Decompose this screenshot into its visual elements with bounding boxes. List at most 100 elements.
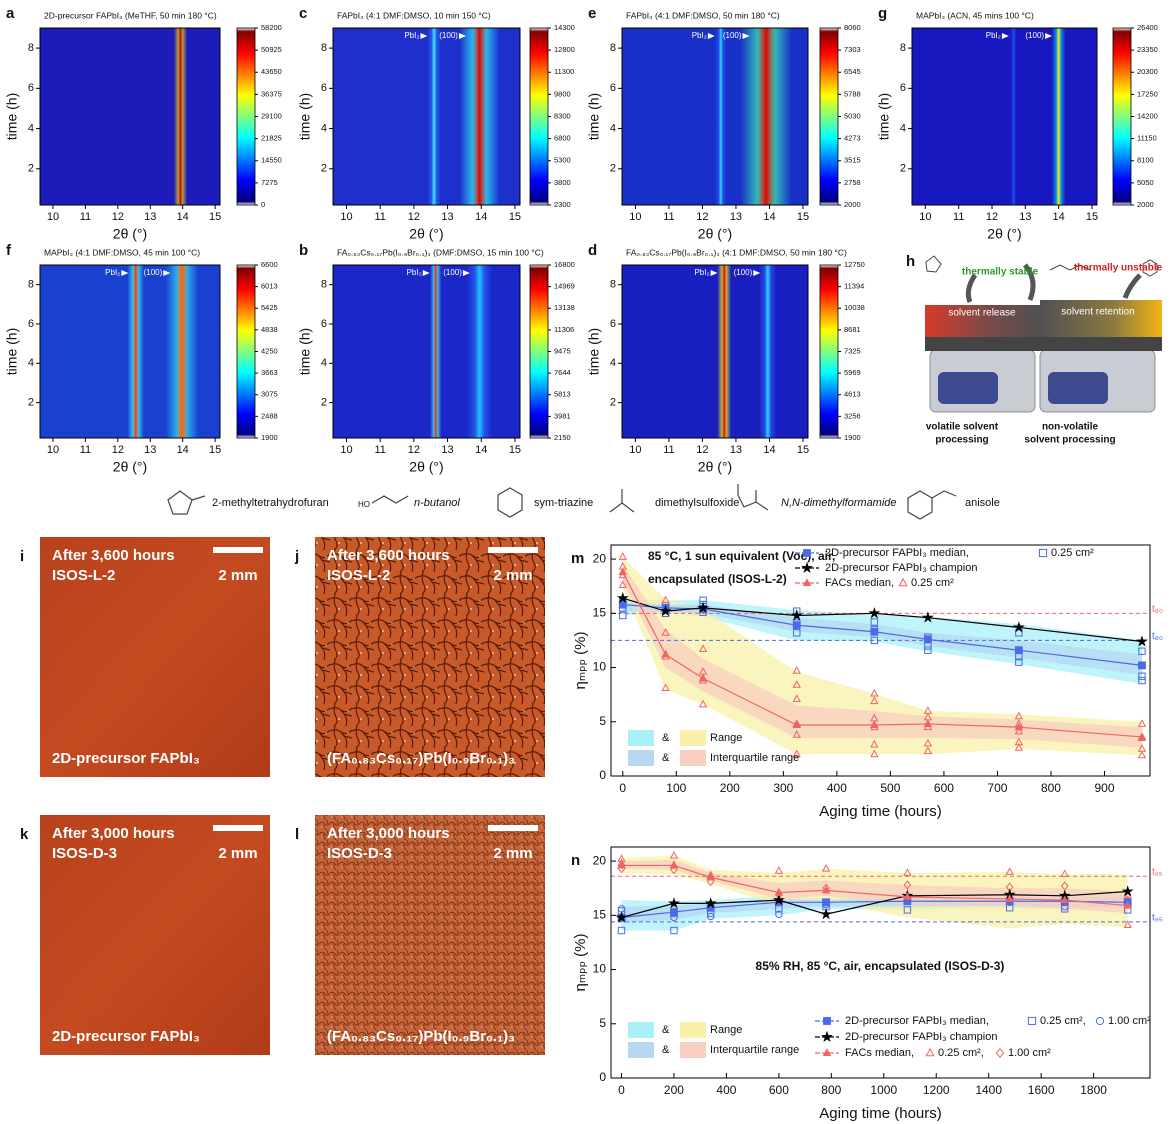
chart-title: FAPbI₃ (4:1 DMF:DMSO, 50 min 180 °C)	[626, 10, 780, 20]
x-tick-label: 14	[177, 444, 189, 456]
data-point	[821, 863, 831, 872]
panel-letter: g	[878, 5, 887, 22]
chart-title: 85 °C, 1 sun equivalent (Voc), air,	[648, 549, 835, 563]
data-point	[670, 926, 678, 935]
data-point	[706, 877, 715, 887]
label: thermally stable	[962, 267, 1039, 278]
colorbar-tick-label: 3981	[554, 411, 571, 420]
legend-marker	[925, 1047, 935, 1057]
median-point	[659, 604, 672, 617]
legend-marker	[995, 1047, 1005, 1059]
y-tick-label: 4	[610, 122, 616, 134]
x-tick-label: 15	[509, 211, 521, 223]
reference-label: t₈₀	[1152, 631, 1163, 642]
data-point	[1138, 647, 1146, 655]
heatmap-background	[912, 28, 1097, 205]
y-axis-title: time (h)	[586, 328, 602, 375]
x-tick-label: 800	[821, 1083, 841, 1097]
colorbar-tick-label: 5050	[1137, 178, 1154, 187]
median-point	[618, 567, 628, 576]
chart-title: FA₀.₈₃Cs₀.₁₇Pb(I₀.₉Br₀.₁)₃ (4:1 DMF:DMSO…	[626, 247, 847, 257]
data-point	[618, 552, 627, 560]
median-point	[697, 601, 709, 613]
peak-label: (100)	[443, 268, 462, 277]
legend-marker	[822, 1048, 832, 1056]
median-point	[792, 720, 802, 729]
colorbar-tick-label: 11306	[554, 325, 574, 334]
solvent-name: 2-methyltetrahydrofuran	[212, 497, 329, 509]
panel-letter: b	[299, 242, 308, 259]
molecule	[925, 255, 942, 273]
molecule	[1049, 264, 1091, 271]
data-point	[792, 666, 801, 674]
colorbar-tick-label: 43650	[261, 67, 282, 76]
y-tick-label: 4	[321, 357, 327, 369]
peak	[433, 265, 438, 438]
x-tick-label: 15	[209, 444, 221, 456]
x-axis-title: 2θ (°)	[409, 459, 443, 475]
y-tick-label: 8	[28, 279, 34, 291]
data-point	[792, 680, 801, 688]
x-tick-label: 15	[797, 444, 809, 456]
micrograph	[315, 537, 545, 777]
legend-label: 2D-precursor FAPbI₃ median,	[825, 547, 969, 559]
legend-marker	[821, 1030, 833, 1043]
x-tick-label: 600	[934, 781, 954, 795]
y-tick-label: 6	[28, 82, 34, 94]
peak-label: (100)	[439, 31, 458, 40]
median-point	[698, 673, 708, 682]
x-tick-label: 14	[763, 211, 775, 223]
colorbar-tick-label: 8060	[844, 23, 861, 32]
legend-swatch	[628, 1042, 654, 1058]
x-tick-label: 13	[1019, 211, 1031, 223]
data-point	[870, 739, 879, 748]
colorbar-tick-label: 5813	[554, 390, 571, 399]
colorbar-tick-label: 12800	[554, 45, 575, 54]
arrow	[965, 273, 978, 303]
colorbar	[819, 264, 839, 439]
legend-label: Range	[710, 732, 742, 744]
x-tick-label: 14	[475, 444, 487, 456]
micrograph-caption: 2D-precursor FAPbI₃	[52, 1028, 200, 1045]
label-arrow	[753, 270, 761, 276]
median-point	[822, 898, 830, 907]
colorbar-tick-label: 2000	[1137, 200, 1154, 209]
y-tick-label: 2	[321, 397, 327, 409]
data-point	[870, 636, 879, 645]
colorbar-tick-label: 1900	[261, 433, 278, 442]
colorbar-tick-label: 7325	[844, 346, 861, 355]
legend-label: 0.25 cm²,	[1040, 1015, 1086, 1027]
data-point	[1137, 750, 1147, 759]
y-tick-label: 4	[321, 122, 327, 134]
colorbar-tick-label: 3075	[261, 390, 278, 399]
plot-frame	[621, 264, 809, 439]
molecule	[497, 487, 523, 518]
colorbar-tick-label: 3515	[844, 156, 861, 165]
micrograph-caption: (FA₀.₈₃Cs₀.₁₇)Pb(I₀.₉Br₀.₁)₃	[327, 1028, 515, 1045]
x-tick-label: 10	[340, 444, 352, 456]
molecule	[191, 495, 206, 501]
colorbar-tick-label: 10038	[844, 303, 865, 312]
x-tick-label: 10	[629, 211, 641, 223]
y-axis-title: ηₘₚₚ (%)	[572, 933, 589, 991]
data-point	[924, 646, 932, 654]
median-point	[903, 892, 912, 900]
colorbar-tick-label: 20300	[1137, 67, 1158, 76]
median-point	[706, 872, 715, 881]
median-point	[1012, 621, 1025, 633]
colorbar-tick-label: 12750	[844, 260, 865, 269]
colorbar	[236, 264, 256, 439]
x-tick-label: 800	[1041, 781, 1061, 795]
median-point	[1014, 722, 1024, 731]
median-point	[1014, 646, 1023, 655]
colorbar-tick-label: 7644	[554, 368, 571, 377]
data-point	[793, 629, 801, 637]
scale-bar-label: 2 mm	[218, 845, 257, 862]
caption: non-volatile	[1042, 422, 1099, 433]
label-arrow	[420, 33, 428, 39]
legend-swatch	[680, 1042, 706, 1058]
y-tick-label: 6	[610, 82, 616, 94]
x-tick-label: 11	[374, 211, 385, 223]
colorbar-tick-label: 50925	[261, 45, 282, 54]
x-tick-label: 12	[112, 444, 124, 456]
